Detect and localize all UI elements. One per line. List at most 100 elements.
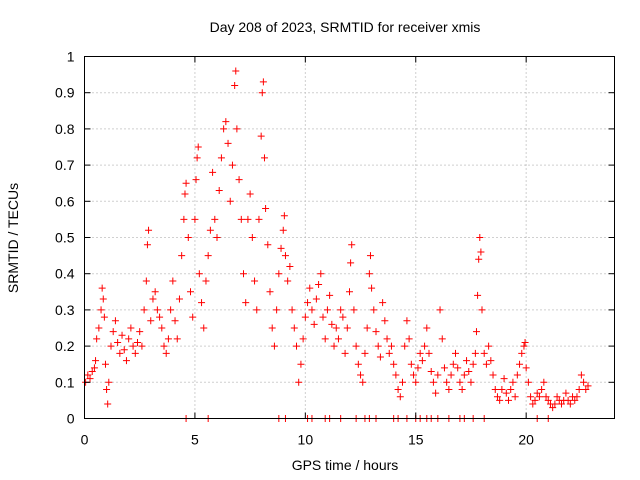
data-point-marker bbox=[399, 378, 406, 386]
data-point-marker bbox=[88, 367, 96, 375]
data-points bbox=[82, 67, 592, 422]
data-point-marker bbox=[440, 364, 448, 372]
data-point-marker bbox=[284, 277, 292, 285]
data-point-marker bbox=[438, 335, 446, 343]
x-tick-label: 15 bbox=[408, 432, 424, 448]
y-axis-label: SRMTID / TECUs bbox=[5, 183, 21, 293]
data-point-marker bbox=[266, 288, 274, 296]
data-point-marker bbox=[240, 270, 247, 278]
data-point-marker bbox=[544, 396, 552, 404]
x-tick-label: 10 bbox=[298, 432, 314, 448]
data-point-marker bbox=[410, 371, 418, 379]
data-point-marker bbox=[304, 299, 312, 307]
data-point-marker bbox=[511, 393, 519, 401]
data-point-marker bbox=[151, 288, 159, 296]
data-point-marker bbox=[246, 190, 254, 198]
data-point-marker bbox=[194, 143, 202, 151]
data-point-marker bbox=[476, 234, 484, 241]
data-point-marker bbox=[485, 342, 493, 350]
data-point-marker bbox=[482, 360, 490, 368]
data-point-marker bbox=[213, 234, 221, 241]
y-tick-label: 0 bbox=[67, 411, 75, 427]
data-point-marker bbox=[160, 342, 168, 350]
chart-title: Day 208 of 2023, SRMTID for receiver xmi… bbox=[210, 19, 481, 35]
data-point-marker bbox=[286, 262, 294, 270]
data-point-marker bbox=[211, 215, 219, 223]
x-tick-label: 5 bbox=[191, 432, 199, 448]
data-point-marker bbox=[496, 396, 504, 404]
data-point-marker bbox=[454, 364, 462, 372]
data-point-marker bbox=[571, 396, 579, 404]
data-point-marker bbox=[140, 306, 148, 314]
data-point-marker bbox=[301, 313, 309, 321]
data-point-marker bbox=[244, 215, 252, 223]
data-point-marker bbox=[524, 378, 532, 386]
data-point-marker bbox=[346, 288, 353, 296]
y-tick-label: 0.5 bbox=[55, 230, 75, 246]
data-point-marker bbox=[107, 342, 115, 350]
data-point-marker bbox=[215, 186, 223, 194]
data-point-marker bbox=[531, 396, 539, 404]
data-point-marker bbox=[584, 382, 592, 390]
data-point-marker bbox=[381, 317, 389, 325]
data-point-marker bbox=[392, 371, 400, 379]
data-point-marker bbox=[295, 378, 303, 386]
data-point-marker bbox=[257, 132, 265, 140]
data-point-marker bbox=[538, 386, 546, 394]
data-point-marker bbox=[104, 400, 112, 408]
data-point-marker bbox=[366, 252, 374, 260]
data-point-marker bbox=[175, 295, 183, 303]
data-point-marker bbox=[467, 378, 475, 386]
data-point-marker bbox=[372, 328, 380, 336]
data-point-marker bbox=[348, 241, 356, 249]
y-tick-label: 0.4 bbox=[55, 266, 75, 282]
data-point-marker bbox=[293, 342, 300, 350]
data-point-marker bbox=[363, 324, 371, 332]
data-point-marker bbox=[209, 168, 217, 176]
data-point-marker bbox=[471, 349, 479, 357]
data-point-marker bbox=[84, 371, 92, 379]
data-point-marker bbox=[334, 335, 342, 343]
data-point-marker bbox=[328, 320, 336, 328]
data-point-marker bbox=[505, 396, 512, 404]
x-tick-label: 0 bbox=[81, 432, 89, 448]
data-point-marker bbox=[224, 139, 232, 147]
data-point-marker bbox=[469, 360, 477, 368]
data-point-marker bbox=[337, 306, 345, 314]
y-tick-label: 0.8 bbox=[55, 121, 75, 137]
data-point-marker bbox=[359, 378, 367, 386]
data-point-marker bbox=[237, 215, 245, 223]
data-point-marker bbox=[509, 378, 517, 386]
data-point-marker bbox=[582, 386, 590, 394]
data-point-marker bbox=[379, 299, 387, 307]
data-point-marker bbox=[487, 357, 495, 365]
data-point-marker bbox=[308, 306, 316, 314]
data-point-marker bbox=[317, 270, 325, 278]
data-point-marker bbox=[425, 349, 433, 357]
y-tick-label: 0.7 bbox=[55, 157, 75, 173]
data-point-marker bbox=[341, 349, 349, 357]
data-point-marker bbox=[235, 176, 243, 184]
data-point-marker bbox=[251, 277, 259, 285]
data-point-marker bbox=[401, 342, 409, 350]
data-point-marker bbox=[564, 396, 572, 404]
data-point-marker bbox=[92, 357, 100, 365]
data-point-marker bbox=[147, 317, 155, 325]
data-point-marker bbox=[458, 386, 466, 394]
data-point-marker bbox=[418, 357, 426, 365]
data-point-marker bbox=[98, 284, 106, 292]
data-point-marker bbox=[273, 306, 281, 314]
data-point-marker bbox=[116, 349, 124, 357]
tick-labels: 00.10.20.30.40.50.60.70.80.910 5 10 15 20 bbox=[55, 49, 534, 448]
y-tick-label: 0.3 bbox=[55, 302, 75, 318]
data-point-marker bbox=[228, 161, 236, 169]
data-point-marker bbox=[178, 252, 186, 260]
data-point-marker bbox=[103, 386, 111, 394]
data-point-marker bbox=[407, 360, 415, 368]
data-point-marker bbox=[403, 317, 411, 325]
data-point-marker bbox=[460, 371, 468, 379]
data-point-marker bbox=[253, 306, 261, 314]
data-point-marker bbox=[491, 386, 499, 394]
data-point-marker bbox=[370, 306, 378, 314]
